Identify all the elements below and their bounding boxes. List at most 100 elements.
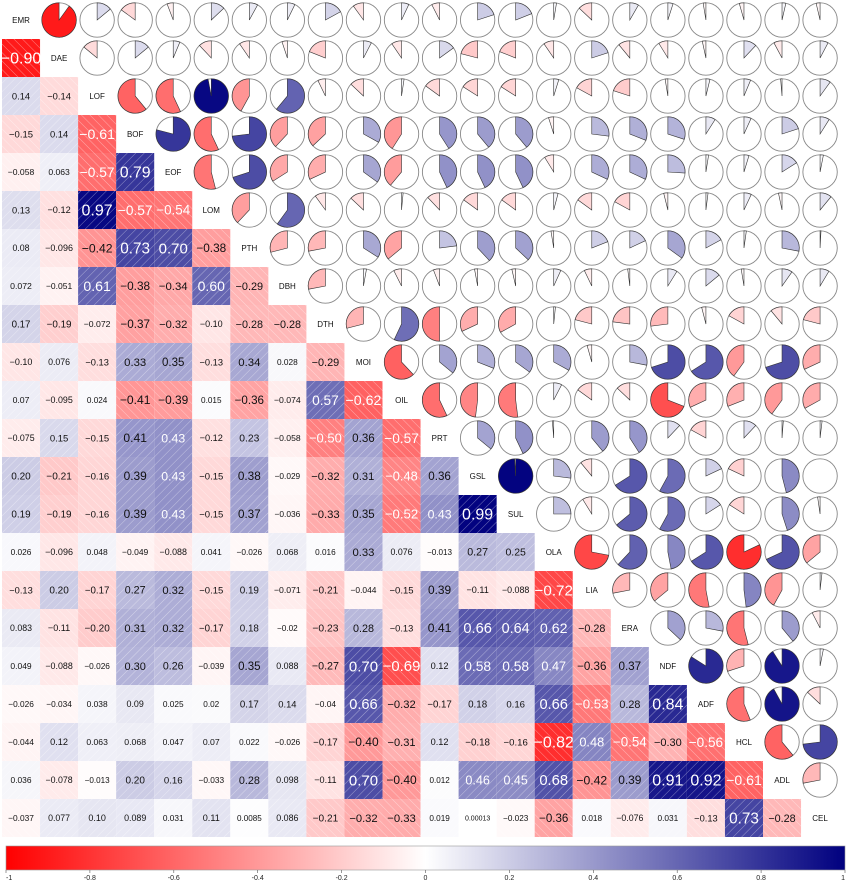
- pie-slice: [705, 268, 720, 287]
- pie-slice: [580, 458, 593, 477]
- correlation-value: 0.016: [315, 548, 336, 557]
- correlation-value: 0.39: [618, 773, 642, 787]
- correlation-value: 0.083: [10, 623, 32, 633]
- correlation-value: −0.088: [45, 661, 72, 671]
- pie-slice: [193, 154, 216, 190]
- correlation-value: −0.15: [199, 585, 223, 596]
- shade-hatch: [686, 723, 725, 761]
- colorbar-tick-label: -0.4: [252, 875, 264, 882]
- pie-slice: [384, 344, 414, 380]
- colorbar-gradient: [5, 845, 846, 871]
- shade-hatch: [230, 761, 269, 799]
- pie-slice: [781, 116, 799, 135]
- pie-slice: [702, 2, 707, 21]
- shade-hatch: [230, 609, 269, 647]
- variable-label: EMR: [12, 16, 30, 25]
- shade-hatch: [154, 799, 193, 837]
- correlation-value: 0.068: [124, 737, 146, 747]
- shade-hatch: [458, 571, 497, 609]
- shade-hatch: [268, 419, 307, 457]
- correlation-value: −0.28: [768, 813, 795, 825]
- pie-slice: [83, 40, 98, 59]
- pie-slice: [317, 78, 326, 97]
- correlation-value: 0.20: [11, 472, 31, 483]
- pie-slice: [743, 154, 750, 173]
- shade-hatch: [344, 723, 383, 761]
- pie-slice: [574, 306, 593, 325]
- pie-slice: [658, 40, 669, 60]
- correlation-value: −0.61: [79, 126, 115, 142]
- correlation-value: −0.13: [390, 623, 414, 633]
- shade-hatch: [648, 761, 687, 799]
- correlation-value: 0.14: [50, 128, 68, 139]
- correlation-value: −0.34: [159, 281, 188, 293]
- correlation-value: 0.015: [201, 396, 222, 405]
- correlation-value: −0.096: [45, 547, 73, 557]
- shade-hatch: [116, 229, 155, 267]
- shade-hatch: [268, 533, 307, 571]
- shade-hatch: [78, 647, 117, 685]
- variable-label: LOM: [203, 206, 221, 215]
- correlation-value: −0.57: [118, 203, 153, 218]
- correlation-value: 0.14: [278, 698, 296, 709]
- shade-hatch: [40, 305, 79, 343]
- shade-hatch: [268, 685, 307, 723]
- correlation-value: −0.19: [47, 509, 72, 520]
- pie-slice: [231, 116, 267, 152]
- shade-hatch: [154, 419, 193, 457]
- colorbar-tick-label: 0.6: [672, 875, 682, 882]
- pie-slice: [764, 686, 800, 722]
- shade-hatch: [496, 647, 535, 685]
- correlation-value: −0.11: [48, 623, 70, 633]
- correlation-value: 0.041: [201, 547, 222, 557]
- correlation-value: −0.41: [120, 393, 151, 407]
- pie-slice: [726, 686, 751, 722]
- pie-slice: [515, 116, 534, 148]
- shade-hatch: [382, 571, 421, 609]
- shade-hatch: [230, 305, 269, 343]
- correlation-value: 0.089: [124, 813, 146, 823]
- shade-hatch: [268, 381, 307, 419]
- shade-hatch: [154, 533, 193, 571]
- shade-hatch: [458, 799, 497, 837]
- correlation-value: 0.16: [506, 699, 525, 710]
- shade-hatch: [534, 571, 573, 609]
- shade-hatch: [116, 305, 155, 343]
- correlation-value: 0.13: [12, 205, 30, 215]
- correlation-value: 0.20: [125, 776, 145, 787]
- correlation-value: −0.17: [199, 623, 224, 634]
- shade-hatch: [154, 495, 193, 533]
- shade-hatch: [686, 761, 725, 799]
- shade-hatch: [2, 799, 41, 837]
- correlation-value: 0.022: [239, 738, 260, 747]
- correlation-value: 0.27: [467, 547, 488, 559]
- shade-hatch: [230, 723, 269, 761]
- correlation-value: 0.92: [690, 773, 721, 790]
- pie-slice: [422, 382, 448, 418]
- pie-slice: [690, 420, 707, 439]
- shade-hatch: [192, 799, 231, 837]
- pie-slice: [431, 2, 440, 21]
- pie-slice: [618, 40, 631, 59]
- shade-hatch: [154, 647, 193, 685]
- correlation-value: 0.46: [465, 773, 490, 787]
- correlation-value: −0.037: [8, 813, 34, 823]
- pie-slice: [384, 230, 402, 260]
- correlation-value: −0.034: [46, 699, 72, 709]
- pie-slice: [172, 40, 181, 59]
- correlation-value: −0.39: [158, 393, 188, 407]
- shade-hatch: [2, 609, 41, 647]
- shade-hatch: [686, 799, 725, 837]
- shade-hatch: [2, 115, 41, 153]
- correlation-value: −0.044: [351, 585, 377, 595]
- correlation-value: −0.17: [85, 585, 110, 596]
- shade-hatch: [40, 115, 79, 153]
- shade-hatch: [78, 799, 117, 837]
- correlation-value: −0.058: [274, 433, 301, 443]
- shade-hatch: [230, 799, 269, 837]
- correlation-value: 0.08: [12, 243, 29, 253]
- shade-hatch: [230, 495, 269, 533]
- pie-slice: [614, 458, 648, 494]
- correlation-value: −0.12: [47, 205, 70, 215]
- shade-hatch: [40, 799, 79, 837]
